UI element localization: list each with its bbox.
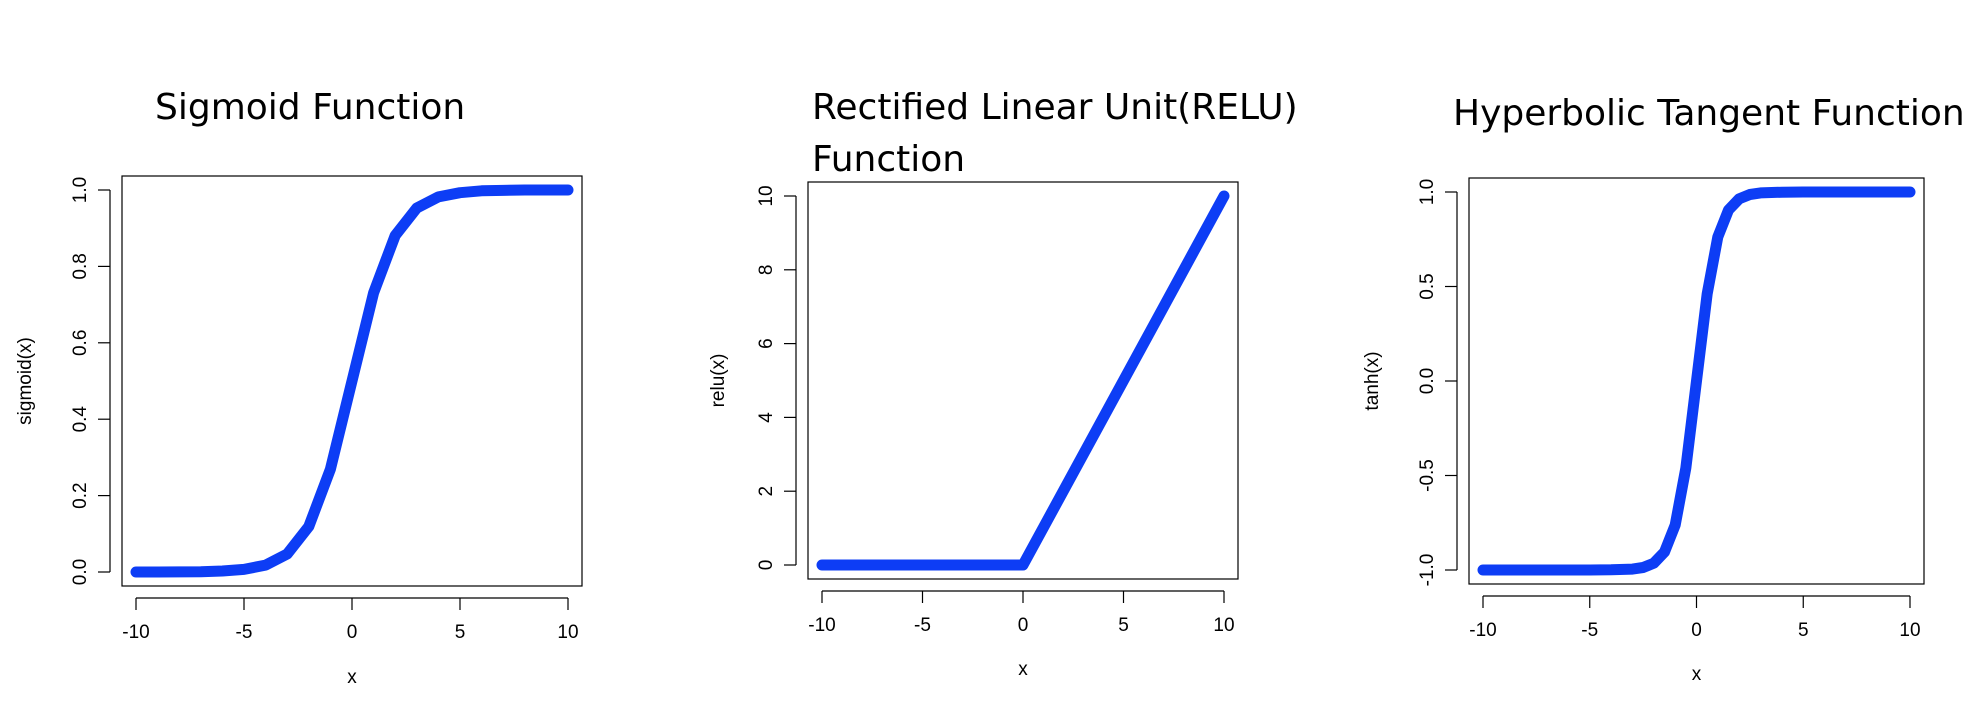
sigmoid-x-tick-label-2: 0 (347, 622, 358, 643)
tanh-y-tick-label-4: 1.0 (1417, 179, 1438, 205)
relu-x-tick-label-3: 5 (1118, 615, 1129, 636)
sigmoid-series-line (130, 184, 574, 578)
sigmoid-y-tick-label-2: 0.4 (70, 406, 91, 433)
relu-x-tick-label-1: -5 (914, 615, 931, 636)
sigmoid-plot-frame (121, 175, 583, 587)
sigmoid-x-axis-label: x (347, 667, 357, 688)
relu-chart-title: Rectified Linear Unit(RELU) Function (812, 82, 1298, 186)
relu-series-line (816, 190, 1230, 571)
sigmoid-y-tick-label-3: 0.6 (70, 330, 91, 356)
tanh-x-tick-label-3: 5 (1798, 620, 1809, 641)
tanh-chart-title: Hyperbolic Tangent Function (1453, 93, 1962, 134)
relu-y-tick-label-1: 2 (756, 486, 777, 497)
tanh-x-tick-label-2: 0 (1691, 620, 1702, 641)
tanh-x-tick-label-4: 10 (1899, 620, 1920, 641)
tanh-y-tick-label-2: 0.0 (1417, 368, 1438, 394)
sigmoid-chart-title: Sigmoid Function (155, 87, 466, 128)
relu-y-tick-label-2: 4 (756, 412, 777, 423)
tanh-x-tick-label-1: -5 (1581, 620, 1598, 641)
tanh-plot-frame (1468, 177, 1925, 585)
sigmoid-x-tick-label-0: -10 (122, 622, 149, 643)
sigmoid-x-tick-label-3: 5 (455, 622, 466, 643)
sigmoid-x-tick-label-4: 10 (557, 622, 578, 643)
sigmoid-y-tick-label-5: 1.0 (70, 177, 91, 203)
sigmoid-y-tick-label-0: 0.0 (70, 559, 91, 585)
relu-y-tick-label-0: 0 (756, 560, 777, 571)
relu-x-tick-label-4: 10 (1213, 615, 1234, 636)
sigmoid-y-axis-label: sigmoid(x) (15, 337, 36, 425)
tanh-y-axis-label: tanh(x) (1362, 351, 1383, 410)
relu-y-tick-label-3: 6 (756, 338, 777, 349)
sigmoid-y-tick-label-1: 0.2 (70, 482, 91, 508)
relu-title-line-1: Rectified Linear Unit(RELU) (812, 87, 1298, 128)
relu-title-line-2: Function (812, 139, 966, 180)
relu-y-axis-label: relu(x) (708, 354, 729, 408)
tanh-x-tick-label-0: -10 (1469, 620, 1496, 641)
relu-x-tick-label-0: -10 (808, 615, 835, 636)
sigmoid-x-tick-label-1: -5 (236, 622, 253, 643)
relu-y-tick-label-4: 8 (756, 265, 777, 276)
relu-x-axis-label: x (1018, 659, 1028, 680)
tanh-y-tick-label-1: -0.5 (1417, 459, 1438, 492)
relu-x-tick-label-2: 0 (1018, 615, 1029, 636)
relu-y-tick-label-5: 10 (756, 185, 777, 206)
tanh-x-axis-label: x (1692, 664, 1702, 685)
sigmoid-y-tick-label-4: 0.8 (70, 253, 91, 279)
tanh-series-line (1477, 186, 1916, 576)
tanh-y-tick-label-0: -1.0 (1417, 554, 1438, 587)
tanh-y-tick-label-3: 0.5 (1417, 273, 1438, 299)
relu-plot-frame (807, 181, 1239, 580)
